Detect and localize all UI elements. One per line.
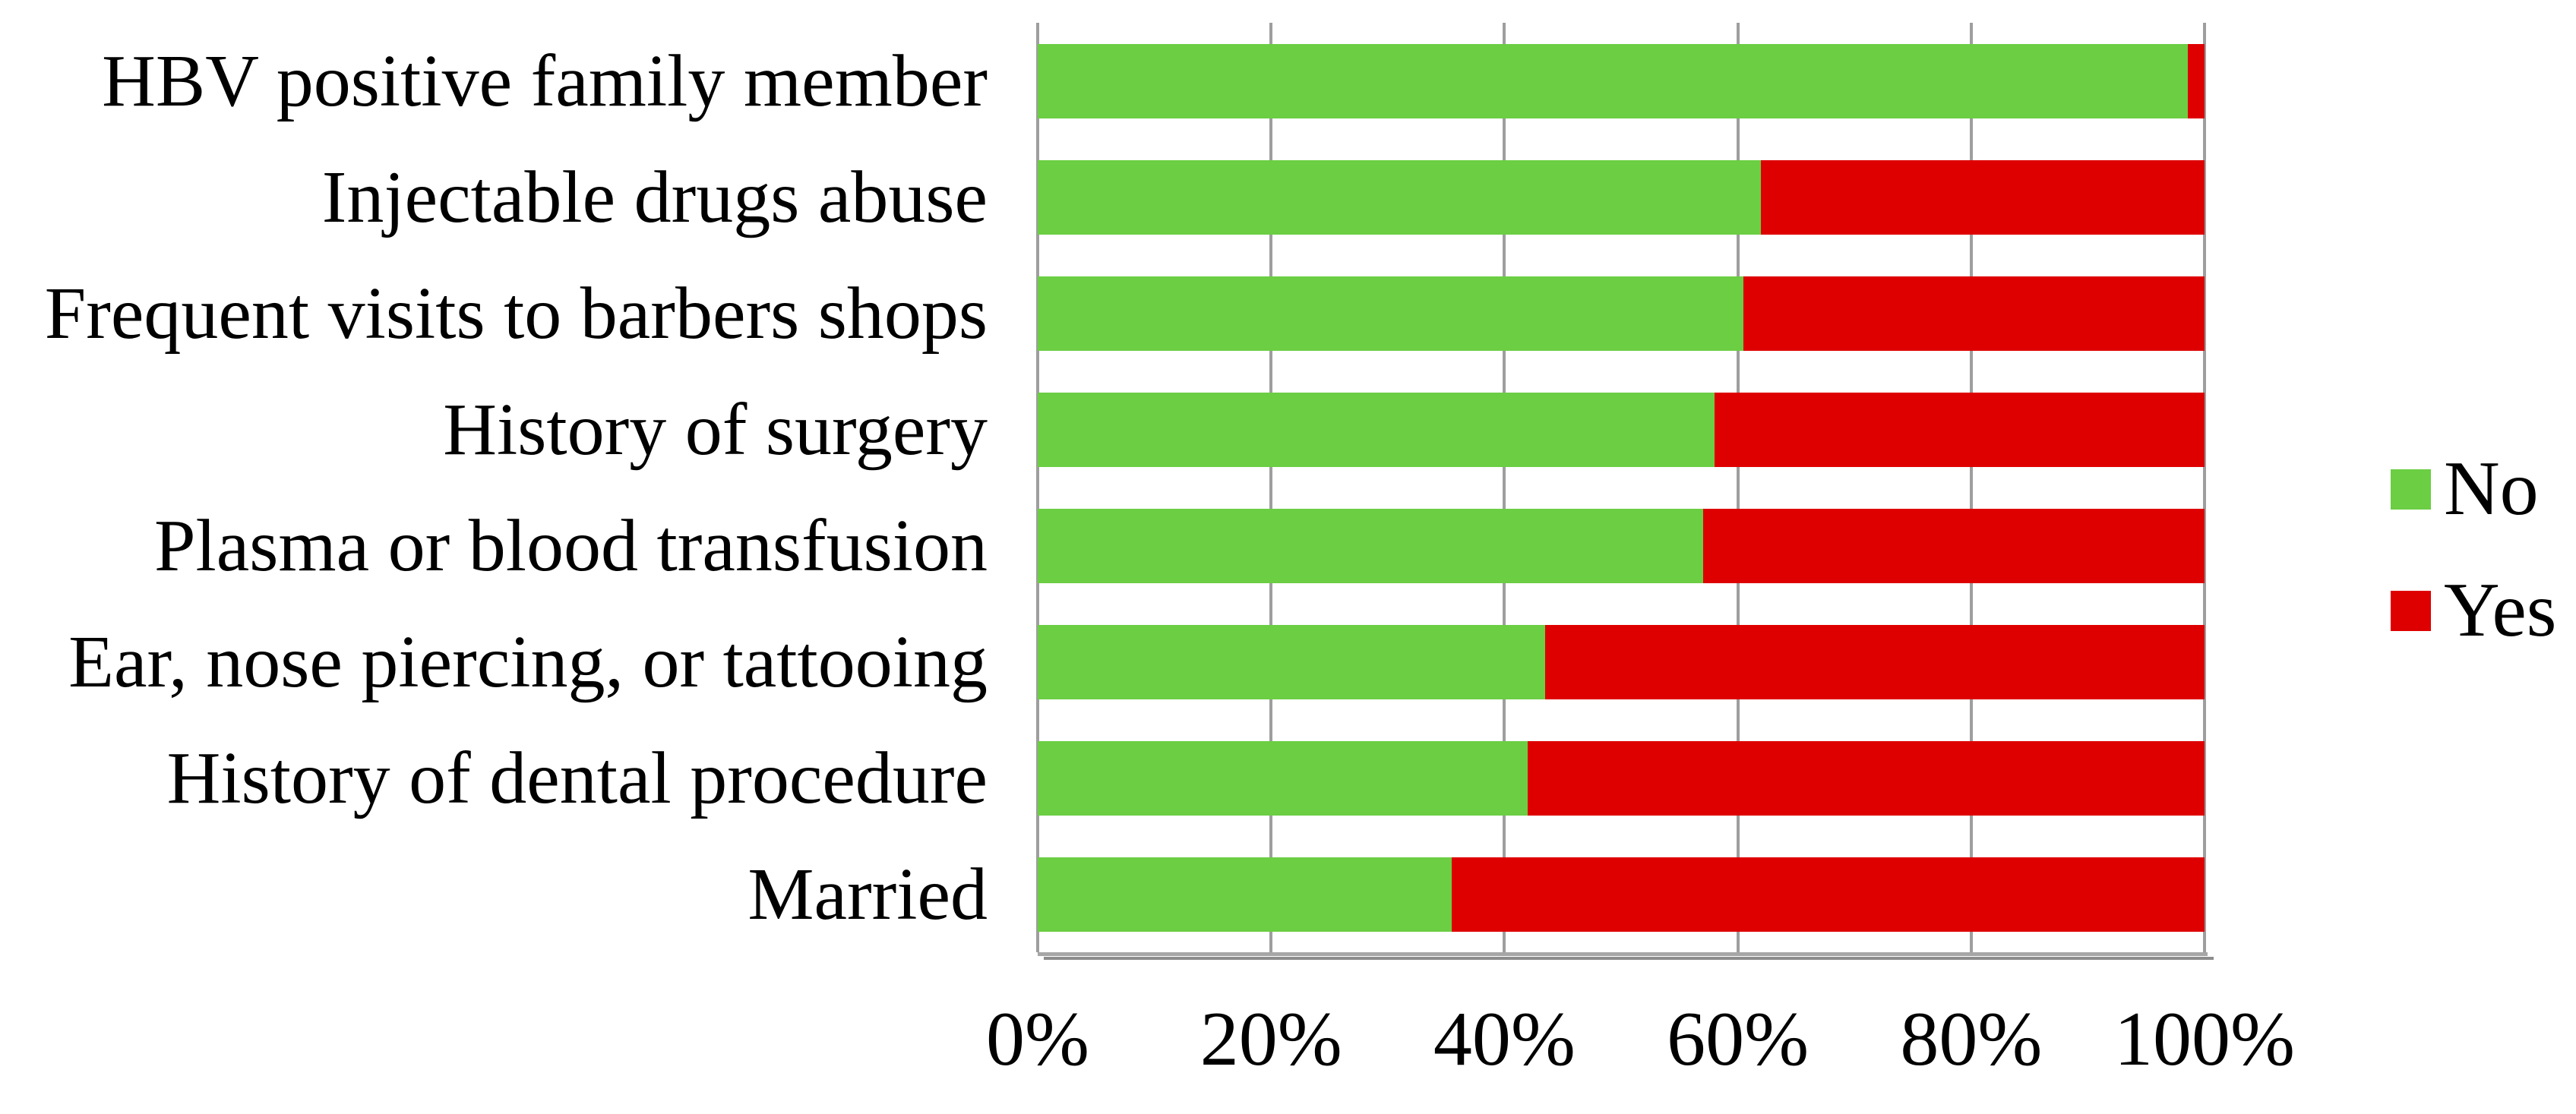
category-label: History of surgery — [443, 388, 988, 471]
legend: No Yes — [2391, 450, 2556, 693]
plot-area — [1036, 23, 2206, 952]
bar-row — [1038, 139, 2205, 255]
gridline-40 — [1503, 23, 1506, 952]
bar-segment-yes — [1761, 159, 2205, 235]
gridline-80 — [1969, 23, 1973, 952]
bar-segment-no — [1038, 43, 2189, 118]
bars-container — [1038, 23, 2205, 952]
stacked-bar — [1038, 508, 2205, 583]
stacked-bar — [1038, 857, 2205, 932]
stacked-bar — [1038, 159, 2205, 235]
x-axis-tick-labels: 0% 20% 40% 60% 80% 100% — [986, 996, 2295, 1092]
bar-segment-no — [1038, 740, 1528, 816]
bar-row — [1038, 604, 2205, 720]
legend-label: Yes — [2444, 567, 2557, 653]
bar-row — [1038, 371, 2205, 488]
category-label: HBV positive family member — [102, 39, 988, 122]
stacked-bar — [1038, 43, 2205, 118]
category-label: Frequent visits to barbers shops — [44, 272, 988, 355]
x-tick-label: 40% — [1433, 996, 1576, 1082]
stacked-bar — [1038, 740, 2205, 816]
bar-segment-yes — [1743, 276, 2205, 351]
bar-segment-no — [1038, 159, 1762, 235]
stacked-bar — [1038, 624, 2205, 699]
bar-segment-yes — [1452, 857, 2205, 932]
bar-segment-yes — [1545, 624, 2205, 699]
bar-segment-no — [1038, 392, 1715, 467]
bar-row — [1038, 255, 2205, 371]
bar-segment-yes — [1528, 740, 2205, 816]
bar-segment-yes — [1702, 508, 2205, 583]
bar-segment-no — [1038, 508, 1703, 583]
category-label: Injectable drugs abuse — [321, 156, 988, 238]
category-label: Ear, nose piercing, or tattooing — [68, 620, 988, 703]
legend-entry-yes: Yes — [2391, 572, 2556, 649]
category-axis-labels: HBV positive family member Injectable dru… — [0, 23, 988, 952]
bar-segment-yes — [1714, 392, 2205, 467]
legend-entry-no: No — [2391, 450, 2556, 528]
x-tick-label: 100% — [2114, 996, 2295, 1082]
x-tick-label: 0% — [986, 996, 1089, 1082]
bar-segment-yes — [2188, 43, 2205, 118]
bar-row — [1038, 836, 2205, 952]
x-tick-label: 20% — [1199, 996, 1342, 1082]
legend-swatch-yes — [2391, 590, 2431, 631]
gridline-0 — [1036, 23, 1039, 952]
legend-label: No — [2444, 446, 2539, 532]
category-label: History of dental procedure — [166, 737, 988, 819]
bar-segment-no — [1038, 857, 1452, 932]
legend-swatch-no — [2391, 469, 2431, 510]
bar-row — [1038, 23, 2205, 139]
bar-row — [1038, 720, 2205, 836]
bar-row — [1038, 488, 2205, 604]
gridline-60 — [1736, 23, 1740, 952]
bar-segment-no — [1038, 624, 1546, 699]
stacked-bar — [1038, 392, 2205, 467]
gridline-20 — [1269, 23, 1273, 952]
x-axis-shadow — [1044, 957, 2214, 960]
x-axis-line — [1038, 952, 2208, 956]
gridline-100 — [2203, 23, 2206, 952]
bar-segment-no — [1038, 276, 1744, 351]
stacked-bar — [1038, 276, 2205, 351]
category-label: Plasma or blood transfusion — [154, 504, 988, 587]
x-tick-label: 80% — [1900, 996, 2043, 1082]
x-tick-label: 60% — [1667, 996, 1810, 1082]
category-label: Married — [748, 853, 988, 936]
